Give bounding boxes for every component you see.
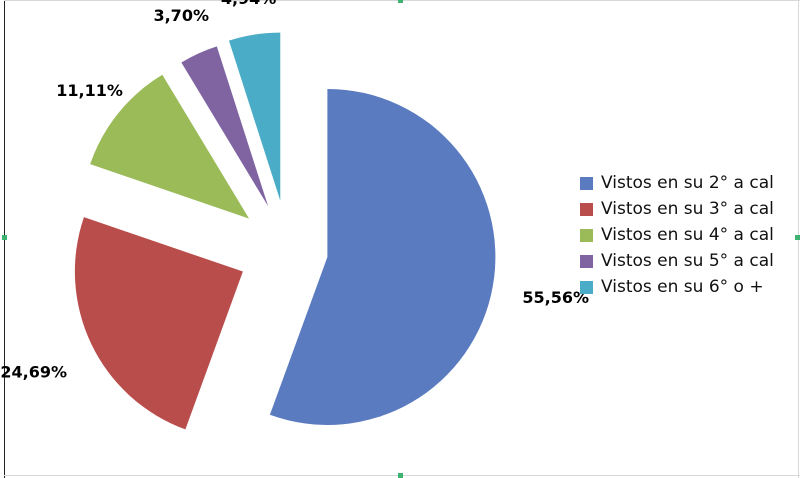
legend-label: Vistos en su 6° o + xyxy=(601,277,764,297)
pie-slice-4 xyxy=(90,74,250,219)
pie-slice-6 xyxy=(228,32,281,201)
legend-label: Vistos en su 2° a cal xyxy=(601,173,774,193)
data-label-5: 3,70% xyxy=(153,6,209,25)
legend-item-2: Vistos en su 2° a cal xyxy=(580,170,774,196)
data-label-2: 55,56% xyxy=(522,288,589,307)
legend-item-3: Vistos en su 3° a cal xyxy=(580,196,774,222)
resize-handle-right[interactable] xyxy=(795,235,800,240)
pie-slice-2 xyxy=(269,88,496,425)
legend-item-5: Vistos en su 5° a cal xyxy=(580,248,774,274)
legend-label: Vistos en su 4° a cal xyxy=(601,225,774,245)
legend-swatch xyxy=(580,202,593,216)
legend-label: Vistos en su 5° a cal xyxy=(601,251,774,271)
legend-label: Vistos en su 3° a cal xyxy=(601,199,774,219)
legend-item-6: Vistos en su 6° o + xyxy=(580,274,774,300)
legend-swatch xyxy=(580,176,593,190)
legend-swatch xyxy=(580,280,593,294)
pie-slice-5 xyxy=(181,46,269,207)
legend-item-4: Vistos en su 4° a cal xyxy=(580,222,774,248)
legend: Vistos en su 2° a cal Vistos en su 3° a c… xyxy=(580,170,774,300)
data-label-3: 24,69% xyxy=(0,363,67,382)
data-label-4: 11,11% xyxy=(56,81,123,100)
pie-slice-3 xyxy=(74,217,243,430)
legend-swatch xyxy=(580,254,593,268)
legend-swatch xyxy=(580,228,593,242)
data-label-6: 4,94% xyxy=(221,0,277,8)
resize-handle-bottom[interactable] xyxy=(398,473,403,478)
resize-handle-left[interactable] xyxy=(2,235,7,240)
resize-handle-top[interactable] xyxy=(398,0,403,3)
